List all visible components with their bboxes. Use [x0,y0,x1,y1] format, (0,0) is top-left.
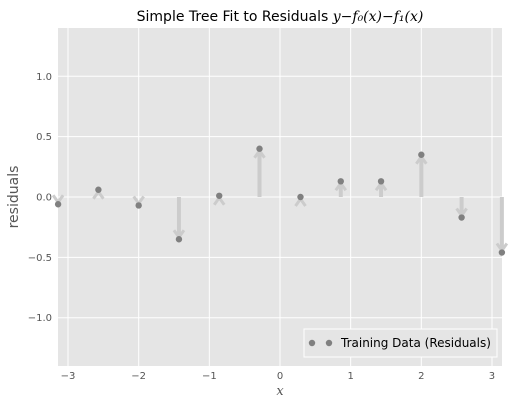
data-point [418,151,425,158]
x-tick-labels: −3 −2 −1 0 1 2 3 [61,371,496,382]
data-point [216,192,223,199]
x-tick-label: −1 [202,371,217,382]
legend-marker-2 [325,339,333,347]
y-tick-label: 0.5 [36,132,52,143]
y-tick-label: 0.0 [36,193,52,204]
y-tick-label: −0.5 [28,253,52,264]
data-point [498,249,506,256]
grid-lines [58,28,502,366]
legend-box [303,328,498,358]
y-tick-label: −1.0 [28,313,52,324]
x-tick-label: −3 [61,371,76,382]
y-tick-labels: −1.0 −0.5 0.0 0.5 1.0 [28,72,52,324]
chart-title: Simple Tree Fit to Residuals y−f₀(x)−f₁(… [137,9,424,25]
x-tick-label: 3 [489,371,495,382]
data-point [297,193,304,201]
x-tick-label: −2 [131,371,146,382]
legend-marker-1 [308,339,316,347]
data-point [135,202,142,209]
data-points [54,145,506,256]
y-tick-label: 1.0 [36,72,52,83]
x-tick-label: 1 [347,371,353,382]
x-tick-label: 0 [277,371,283,382]
data-point [95,186,102,193]
legend-label: Training Data (Residuals) [340,336,491,350]
data-point [54,201,62,208]
x-axis-label: x [276,384,284,399]
data-point [458,214,465,221]
y-axis-label: residuals [6,166,22,229]
data-point [377,178,385,185]
data-point [337,178,344,185]
legend: Training Data (Residuals) [303,328,498,358]
data-point [175,236,183,243]
data-point [256,145,263,152]
x-tick-label: 2 [418,371,424,382]
